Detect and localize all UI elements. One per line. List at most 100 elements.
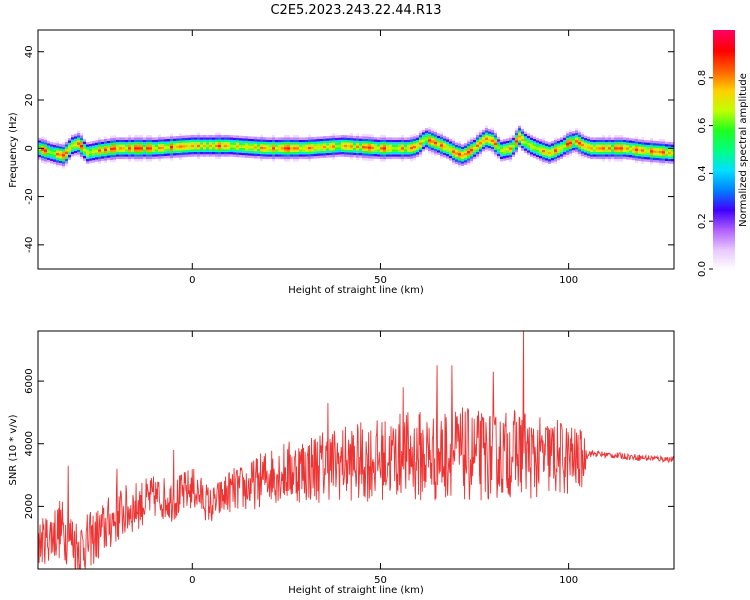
- spectrogram-cell: [161, 156, 164, 159]
- spectrogram-cell: [416, 152, 419, 155]
- spectrogram-cell: [272, 137, 275, 140]
- spectrogram-cell: [410, 158, 413, 162]
- spectrogram-cell: [428, 143, 431, 147]
- spectrogram-cell: [458, 150, 461, 154]
- spectrogram-cell: [560, 144, 563, 147]
- spectrogram-cell: [515, 149, 518, 153]
- spectrogram-cell: [410, 144, 413, 147]
- spectrogram-cell: [374, 156, 377, 159]
- spectrogram-cell: [386, 149, 389, 152]
- colorbar-segment: [713, 39, 735, 43]
- spectrogram-cell: [368, 134, 371, 137]
- spectrogram-cell: [74, 153, 77, 156]
- spectrogram-cell: [137, 137, 140, 140]
- colorbar-segment: [713, 157, 735, 161]
- spectrogram-cell: [296, 137, 299, 140]
- spectrogram-cell: [164, 148, 167, 152]
- spectrogram-cell: [275, 156, 278, 160]
- spectrogram-cell: [584, 138, 587, 141]
- spectrogram-cell: [347, 149, 350, 153]
- spectrogram-cell: [311, 141, 314, 145]
- spectrogram-cell: [308, 144, 311, 147]
- spectrogram-cell: [401, 147, 404, 150]
- spectrogram-cell: [140, 147, 143, 150]
- spectrogram-cell: [386, 154, 389, 157]
- spectrogram-cell: [134, 149, 137, 152]
- spectrogram-cell: [506, 150, 509, 153]
- spectrogram-cell: [437, 133, 440, 136]
- spectrogram-cell: [422, 137, 425, 140]
- spectrogram-cell: [371, 134, 374, 137]
- spectrogram-cell: [479, 129, 482, 133]
- spectrogram-cell: [476, 147, 479, 150]
- spectrogram-cell: [239, 135, 242, 139]
- spectrogram-cell: [245, 140, 248, 144]
- spectrogram-cell: [590, 156, 593, 160]
- spectrogram-cell: [500, 149, 503, 152]
- spectrogram-cell: [332, 138, 335, 141]
- spectrogram-cell: [281, 156, 284, 160]
- spectrogram-cell: [533, 143, 536, 147]
- colorbar-segment: [713, 145, 735, 149]
- spectrogram-cell: [326, 140, 329, 144]
- spectrogram-cell: [158, 151, 161, 154]
- spectrogram-cell: [539, 156, 542, 159]
- spectrogram-cell: [560, 137, 563, 140]
- spectrogram-cell: [287, 147, 290, 150]
- spectrogram-cell: [83, 153, 86, 156]
- colorbar-segment: [713, 207, 735, 210]
- spectrogram-cell: [614, 159, 617, 162]
- spectrogram-cell: [263, 142, 266, 145]
- spectrogram-cell: [41, 150, 44, 154]
- spectrogram-cell: [548, 149, 551, 152]
- spectrogram-cell: [251, 141, 254, 144]
- spectrogram-cell: [551, 153, 554, 156]
- spectrogram-cell: [47, 150, 50, 153]
- spectrogram-cell: [341, 147, 344, 150]
- spectrogram-cell: [401, 144, 404, 148]
- spectrogram-cell: [98, 159, 101, 162]
- spectrogram-cell: [356, 145, 359, 148]
- spectrogram-cell: [647, 159, 650, 162]
- spectrogram-cell: [593, 142, 596, 145]
- spectrogram-cell: [254, 143, 257, 147]
- spectrogram-cell: [323, 150, 326, 154]
- spectrogram-cell: [98, 144, 101, 147]
- spectrogram-cell: [503, 158, 506, 161]
- spectrogram-cell: [437, 138, 440, 141]
- spectrogram-cell: [296, 142, 299, 145]
- spectrogram-cell: [320, 146, 323, 149]
- spectrogram-cell: [671, 159, 674, 162]
- spectrogram-cell: [320, 138, 323, 142]
- spectrogram-cell: [89, 153, 92, 156]
- spectrogram-cell: [293, 142, 296, 145]
- colorbar-segment: [713, 115, 735, 119]
- spectrogram-cell: [83, 148, 86, 152]
- spectrogram-cell: [653, 150, 656, 153]
- spectrogram-cell: [77, 154, 80, 157]
- spectrogram-cell: [593, 144, 596, 148]
- spectrogram-cell: [479, 132, 482, 135]
- spectrogram-cell: [662, 151, 665, 154]
- spectrogram-cell: [224, 149, 227, 152]
- colorbar-segment: [713, 223, 735, 226]
- spectrogram-cell: [386, 137, 389, 140]
- spectrogram-cell: [77, 137, 80, 141]
- spectrogram-cell: [359, 138, 362, 141]
- colorbar-segment: [713, 123, 735, 127]
- spectrogram-cell: [599, 144, 602, 148]
- spectrogram-cell: [482, 149, 485, 152]
- spectrogram-cell: [377, 137, 380, 140]
- spectrogram-cell: [296, 151, 299, 155]
- spectrogram-cell: [581, 139, 584, 142]
- spectrogram-cell: [512, 152, 515, 155]
- spectrogram-cell: [68, 155, 71, 158]
- colorbar-segment: [713, 265, 735, 268]
- spectrogram-cell: [98, 156, 101, 159]
- spectrogram-cell: [422, 139, 425, 142]
- spectrogram-cell: [128, 144, 131, 148]
- spectrogram-cell: [533, 151, 536, 154]
- colorbar-segment: [713, 127, 735, 131]
- spectrogram-cell: [44, 151, 47, 155]
- spectrogram-cell: [263, 156, 266, 159]
